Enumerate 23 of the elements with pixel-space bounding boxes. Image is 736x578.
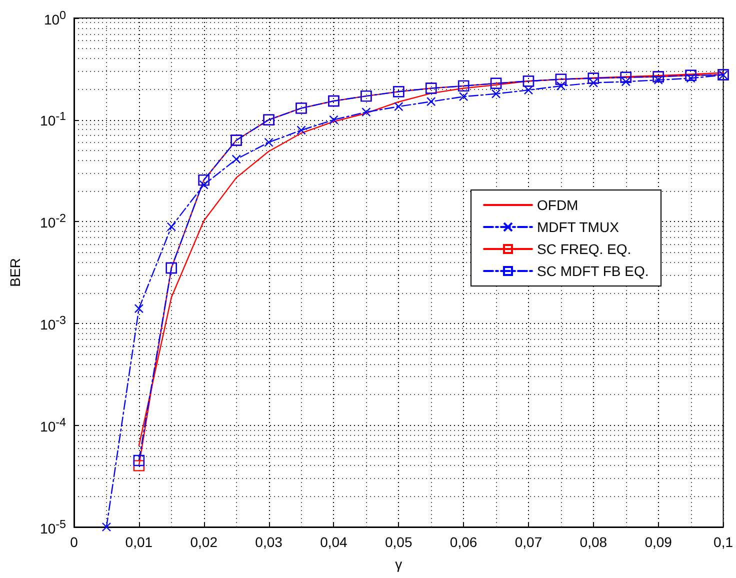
legend-label: SC FREQ. EQ. bbox=[537, 241, 632, 257]
legend-label: OFDM bbox=[537, 197, 578, 213]
y-tick-label: 10$^{-4}$ bbox=[40, 416, 66, 435]
x-tick-label: 0,09 bbox=[644, 534, 672, 550]
x-tick-label: 0,05 bbox=[385, 534, 412, 550]
x-tick-label: 0,06 bbox=[450, 534, 478, 550]
x-axis-title: γ bbox=[395, 556, 402, 572]
x-tick-label: 0,04 bbox=[320, 534, 348, 550]
y-tick-label: 10$^{-1}$ bbox=[40, 110, 66, 130]
y-tick-label: 10$^{0}$ bbox=[44, 8, 66, 28]
y-axis-title: BER bbox=[7, 258, 23, 287]
legend-label: SC MDFT FB EQ. bbox=[537, 263, 649, 279]
x-tick-label: 0,08 bbox=[580, 534, 608, 550]
x-tick-label: 0,02 bbox=[190, 534, 218, 550]
legend-label: MDFT TMUX bbox=[537, 219, 620, 235]
x-tick-label: 0 bbox=[70, 534, 78, 550]
y-tick-label: 10$^{-2}$ bbox=[40, 212, 66, 231]
y-tick-label: 10$^{-5}$ bbox=[40, 518, 66, 536]
x-tick-label: 0,01 bbox=[125, 534, 153, 550]
x-tick-label: 0,07 bbox=[514, 534, 542, 550]
x-tick-label: 0,1 bbox=[714, 534, 734, 550]
x-tick-label: 0,03 bbox=[255, 534, 283, 550]
y-tick-label: 10$^{-3}$ bbox=[40, 314, 66, 333]
